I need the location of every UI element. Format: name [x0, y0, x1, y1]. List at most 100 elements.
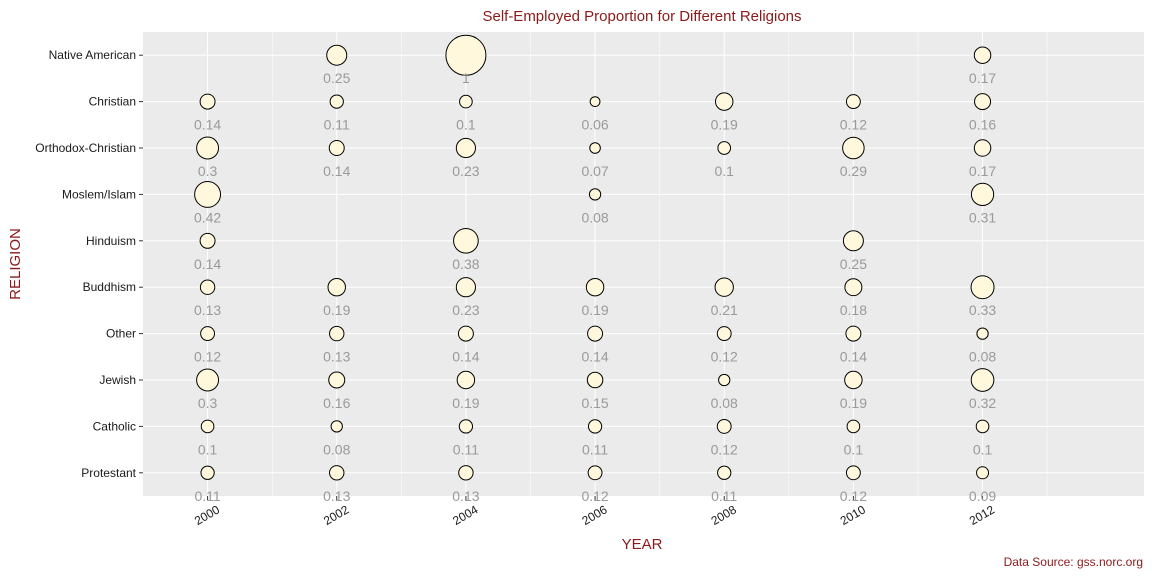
bubble [714, 277, 734, 297]
data-label: 1 [462, 70, 470, 86]
data-label: 0.19 [581, 302, 608, 318]
data-label: 0.14 [323, 163, 350, 179]
bubble [973, 46, 992, 64]
x-tick-label: 2012 [967, 502, 997, 528]
data-label: 0.11 [711, 488, 737, 504]
bubble [586, 371, 604, 389]
y-tick-label: Hinduism [86, 234, 136, 248]
bubble [970, 275, 995, 300]
data-label: 0.14 [194, 256, 221, 272]
data-label: 0.08 [711, 395, 738, 411]
data-label: 0.13 [323, 349, 350, 365]
data-label: 0.12 [581, 488, 608, 504]
bubble [973, 139, 992, 157]
data-label: 0.31 [969, 209, 996, 225]
bubble [329, 325, 345, 342]
bubble [196, 368, 220, 392]
bubble [329, 465, 345, 481]
y-tick-label: Other [106, 327, 136, 341]
data-label: 0.12 [711, 349, 738, 365]
data-label: 0.13 [323, 488, 350, 504]
x-tick-label: 2004 [450, 502, 480, 528]
data-label: 0.17 [969, 70, 996, 86]
bubble [844, 370, 863, 390]
data-label: 0.19 [840, 395, 867, 411]
data-label: 0.15 [581, 395, 608, 411]
bubble [716, 418, 732, 434]
y-tick-label: Native American [49, 48, 136, 62]
bubble [445, 34, 487, 76]
data-label: 0.09 [969, 488, 996, 504]
data-label: 0.18 [840, 302, 867, 318]
bubble [585, 277, 605, 297]
bubble [329, 94, 344, 109]
bubble [715, 92, 734, 111]
data-label: 0.08 [581, 209, 608, 225]
y-tick-label: Orthodox-Christian [35, 141, 136, 155]
data-label: 0.19 [711, 117, 738, 133]
bubble [330, 420, 343, 433]
bubble [845, 325, 862, 342]
y-tick-label: Christian [89, 95, 136, 109]
bubble [200, 326, 216, 342]
data-label: 0.42 [194, 209, 221, 225]
data-label: 0.19 [452, 395, 479, 411]
data-label: 0.12 [840, 488, 867, 504]
bubble [199, 232, 216, 249]
chart-title: Self-Employed Proportion for Different R… [482, 8, 801, 25]
data-label: 0.1 [844, 441, 864, 457]
bubble [196, 136, 220, 160]
data-label: 0.14 [581, 349, 608, 365]
data-label: 0.38 [452, 256, 479, 272]
bubble [589, 142, 601, 154]
x-tick-label: 2008 [709, 502, 739, 528]
y-axis-title: RELIGION [7, 228, 24, 300]
data-label: 0.12 [711, 441, 738, 457]
y-tick-label: Moslem/Islam [62, 187, 136, 201]
bubble [976, 327, 989, 340]
bubble [457, 325, 474, 342]
y-tick-label: Protestant [81, 466, 136, 480]
bubble [458, 419, 474, 434]
bubble [974, 93, 992, 111]
bubble [716, 326, 732, 342]
data-label: 0.16 [969, 117, 996, 133]
bubble [199, 279, 216, 295]
bubble [717, 141, 732, 155]
data-label: 0.14 [452, 349, 479, 365]
bubble [458, 465, 474, 481]
data-label: 0.23 [452, 302, 479, 318]
bubble [456, 370, 476, 390]
x-tick-label: 2002 [321, 502, 351, 528]
data-label: 0.06 [581, 117, 608, 133]
bubble [975, 419, 990, 434]
data-label: 0.25 [840, 256, 867, 272]
bubble [327, 277, 346, 297]
data-label: 0.3 [198, 395, 218, 411]
data-label: 0.07 [581, 163, 608, 179]
bubble [846, 419, 861, 434]
data-source-caption: Data Source: gss.norc.org [1004, 555, 1143, 569]
bubble [200, 419, 215, 434]
data-label: 0.19 [323, 302, 350, 318]
data-label: 0.1 [973, 441, 993, 457]
data-label: 0.11 [194, 488, 220, 504]
bubble [587, 465, 603, 481]
bubble [328, 371, 346, 389]
data-label-layer: 0.25 1 0.17 0.14 0.11 0.1 0.06 0.19 0.12 0.16 0.3 0… [194, 70, 996, 504]
data-label: 0.1 [714, 163, 734, 179]
data-label: 0.1 [456, 117, 476, 133]
bubble [455, 137, 476, 159]
data-label: 0.11 [453, 441, 479, 457]
data-label: 0.33 [969, 302, 996, 318]
data-label: 0.32 [969, 395, 996, 411]
bubble [717, 465, 732, 480]
data-label: 0.29 [840, 163, 867, 179]
bubble [842, 230, 864, 252]
bubble [194, 180, 222, 208]
bubble [453, 227, 479, 254]
x-tick-label: 2006 [579, 502, 609, 528]
data-label: 0.23 [452, 163, 479, 179]
